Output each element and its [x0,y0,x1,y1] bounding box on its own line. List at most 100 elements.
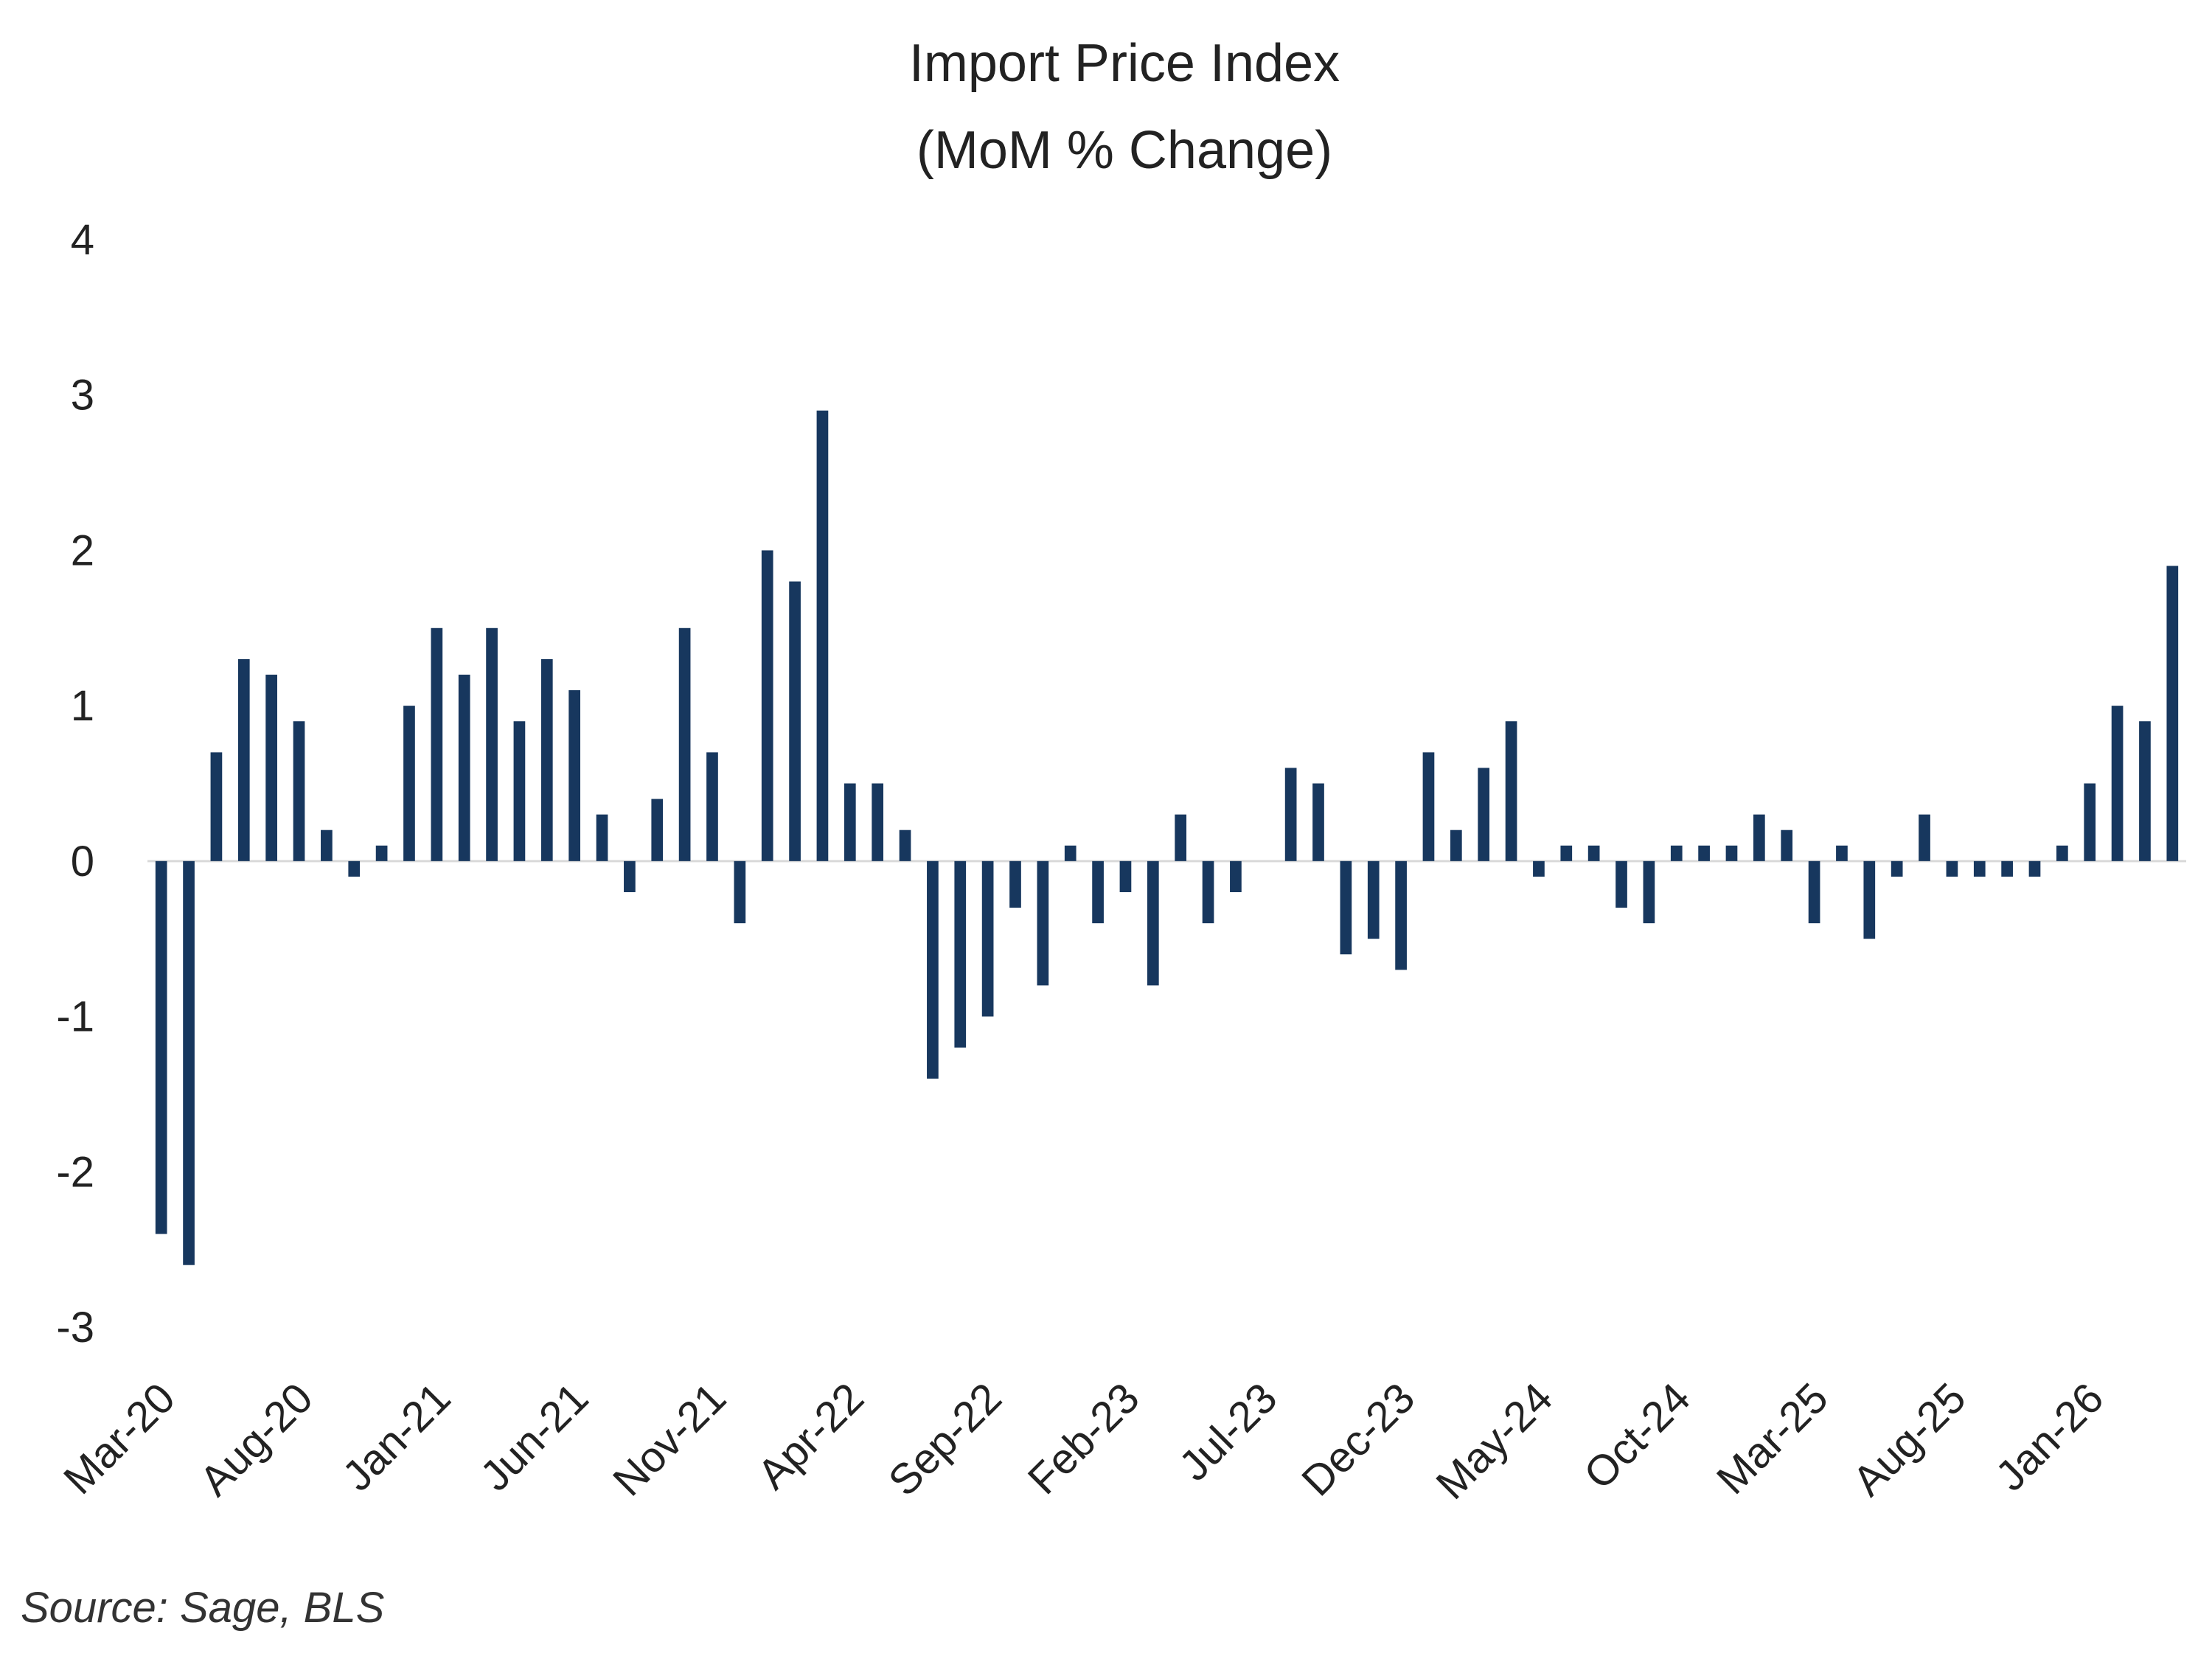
x-tick-label: Jul-23 [1170,1374,1287,1490]
bar-feb-21 [458,675,470,861]
bar-mar-25 [1808,860,1820,924]
y-tick-label: -2 [56,1148,94,1196]
bar-apr-25 [1836,845,1848,861]
bar-aug-21 [624,860,636,892]
bar-mar-26 [2139,721,2151,861]
bar-nov-20 [375,845,388,861]
bar-apr-20 [183,860,195,1265]
bar-may-22 [872,783,884,861]
bar-apr-22 [844,783,856,861]
bar-aug-20 [293,721,305,861]
bar-sep-21 [651,799,664,861]
bar-sep-23 [1312,783,1324,861]
source-note: Source: Sage, BLS [21,1584,385,1632]
bar-dec-20 [403,706,415,861]
bar-jun-21 [568,690,581,861]
bar-dec-23 [1395,860,1407,970]
bar-jan-22 [761,550,773,861]
bar-nov-23 [1367,860,1380,939]
bar-aug-23 [1284,768,1297,861]
bar-feb-25 [1781,830,1793,861]
bar-jul-22 [927,860,939,1079]
bar-apr-23 [1175,814,1187,861]
x-axis: Mar-20 Aug-20 Jan-21 Jun-21 Nov-21 Apr-22 Sep-… [55,1374,2112,1509]
bars-group [155,410,2179,1265]
bar-jun-23 [1230,860,1242,892]
bar-oct-25 [2001,860,2013,877]
bar-nov-24 [1698,845,1710,861]
y-axis: 4 3 2 1 0 -1 -2 -3 [56,216,94,1352]
bar-jan-25 [1753,814,1765,861]
bar-aug-25 [1946,860,1958,877]
x-tick-label: Jan-21 [333,1374,459,1500]
bar-may-25 [1863,860,1876,939]
bar-jan-26 [2084,783,2096,861]
bar-mar-23 [1147,860,1159,986]
x-tick-label: Aug-25 [1843,1374,1975,1505]
bar-nov-22 [1037,860,1049,986]
x-tick-label: Jan-26 [1986,1374,2112,1500]
bar-apr-26 [2166,566,2179,861]
bar-jun-22 [899,830,911,861]
bar-jun-20 [237,658,250,861]
bar-may-23 [1202,860,1214,924]
x-tick-label: May-24 [1427,1374,1562,1509]
bar-nov-25 [2028,860,2041,877]
x-tick-label: Mar-20 [55,1374,184,1503]
bar-apr-24 [1505,721,1517,861]
bar-sep-24 [1643,860,1655,924]
y-tick-label: 2 [71,526,94,574]
x-tick-label: Aug-20 [190,1374,321,1505]
bar-feb-26 [2111,706,2124,861]
bar-jan-23 [1092,860,1104,924]
bar-jul-24 [1587,845,1600,861]
bar-oct-21 [678,627,691,861]
bar-feb-24 [1450,830,1462,861]
bar-mar-24 [1478,768,1490,861]
bar-dec-25 [2056,845,2068,861]
bar-sep-25 [1973,860,1986,877]
x-tick-label: Nov-21 [604,1374,735,1505]
chart-subtitle: (MoM % Change) [917,121,1332,180]
x-tick-label: Feb-23 [1019,1374,1149,1503]
bar-dec-22 [1064,845,1077,861]
y-tick-label: 4 [71,216,94,264]
bar-aug-22 [954,860,967,1048]
bar-feb-23 [1119,860,1132,892]
x-tick-label: Apr-22 [748,1374,873,1498]
bar-oct-24 [1670,845,1683,861]
y-tick-label: 0 [71,838,94,886]
x-tick-label: Dec-23 [1293,1374,1424,1505]
bar-jul-25 [1919,814,1930,861]
y-tick-label: 1 [71,682,94,730]
y-tick-label: 3 [71,372,94,420]
bar-dec-24 [1725,845,1738,861]
bar-nov-21 [706,752,718,861]
bar-jul-20 [265,675,277,861]
bar-aug-24 [1615,860,1627,908]
bar-may-21 [540,658,553,861]
bar-may-20 [210,752,223,861]
bar-may-24 [1533,860,1545,877]
bar-jun-24 [1560,845,1573,861]
bar-oct-20 [348,860,361,877]
bar-jul-21 [596,814,608,861]
bar-oct-23 [1340,860,1352,955]
bar-feb-22 [789,581,801,861]
x-tick-label: Jun-21 [471,1374,597,1500]
bar-sep-22 [981,860,994,1017]
bar-mar-21 [486,627,498,861]
bar-mar-20 [155,860,167,1234]
x-tick-label: Mar-25 [1708,1374,1837,1503]
bar-sep-20 [321,830,333,861]
bar-apr-21 [513,721,526,861]
y-tick-label: -1 [56,993,94,1041]
bar-oct-22 [1009,860,1021,908]
x-tick-label: Sep-22 [880,1374,1011,1505]
chart-title: Import Price Index [909,34,1340,93]
bar-dec-21 [734,860,746,924]
y-tick-label: -3 [56,1304,94,1352]
x-tick-label: Oct-24 [1575,1374,1700,1498]
bar-jun-25 [1891,860,1903,877]
